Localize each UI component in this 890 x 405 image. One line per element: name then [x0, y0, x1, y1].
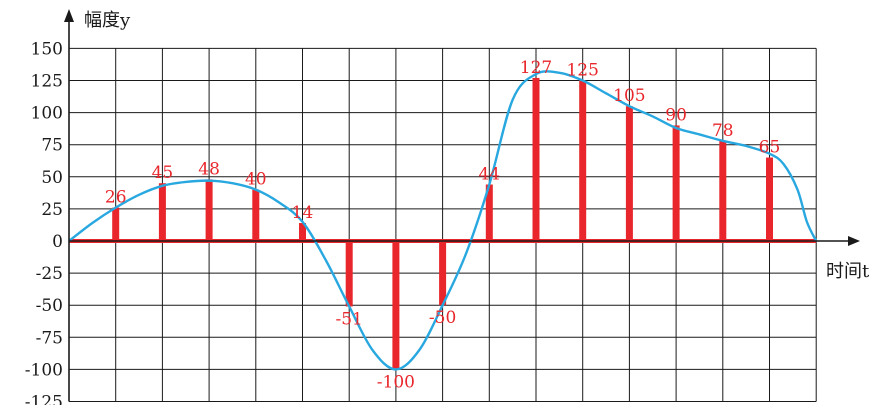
- y-tick-label: 75: [41, 136, 63, 156]
- data-label: 14: [292, 203, 314, 223]
- y-tick-labels: 150 125 100 75 50 25 0 -25 -50 -75 -100 -125: [25, 39, 63, 405]
- data-label: 48: [198, 159, 220, 179]
- bar: [439, 241, 447, 306]
- data-label: 127: [520, 58, 552, 78]
- y-tick-label: -75: [36, 328, 63, 348]
- bar: [205, 179, 213, 241]
- data-label: -50: [429, 308, 456, 328]
- bar: [392, 241, 400, 370]
- data-label: 65: [759, 138, 781, 158]
- bar: [579, 80, 587, 241]
- data-label: 44: [478, 165, 500, 185]
- data-label: -100: [377, 372, 415, 392]
- data-label: 78: [712, 121, 734, 141]
- y-tick-label: -25: [36, 264, 63, 284]
- y-tick-label: 150: [31, 39, 63, 59]
- data-label: 105: [613, 86, 645, 106]
- bar: [485, 184, 493, 241]
- bar: [158, 183, 166, 241]
- grid-lines: [69, 47, 817, 402]
- y-tick-label: 50: [41, 168, 63, 188]
- y-tick-label: -50: [36, 296, 63, 316]
- data-label: 45: [152, 163, 174, 183]
- data-labels: 26 45 48 40 14 -51 -100 -50 44 127 125 105 90 78 65: [105, 58, 780, 392]
- bar: [766, 157, 773, 241]
- data-label: 125: [566, 61, 598, 81]
- data-label: 40: [245, 170, 267, 190]
- bar: [625, 106, 633, 242]
- bar: [252, 189, 260, 241]
- y-tick-label: -100: [25, 360, 63, 380]
- x-axis-title: 时间t: [826, 261, 870, 282]
- curve-layer: [68, 70, 818, 371]
- bar: [532, 77, 540, 241]
- data-label: 26: [105, 188, 127, 208]
- data-label: 90: [665, 105, 687, 125]
- y-axis-arrow: [64, 9, 74, 22]
- y-tick-label: 25: [41, 200, 63, 220]
- bar: [345, 241, 353, 307]
- y-tick-label: 0: [52, 232, 63, 252]
- signal-curve: [68, 70, 818, 371]
- axes: [64, 9, 860, 402]
- bar: [719, 140, 727, 241]
- y-tick-label: -125: [25, 393, 63, 405]
- bar: [112, 207, 120, 241]
- y-axis-title: 幅度y: [84, 10, 131, 31]
- bar: [299, 223, 306, 241]
- data-label: -51: [336, 309, 363, 329]
- y-tick-label: 100: [31, 104, 63, 124]
- bar: [672, 125, 680, 241]
- y-tick-label: 125: [31, 72, 63, 92]
- x-axis-arrow: [848, 236, 860, 246]
